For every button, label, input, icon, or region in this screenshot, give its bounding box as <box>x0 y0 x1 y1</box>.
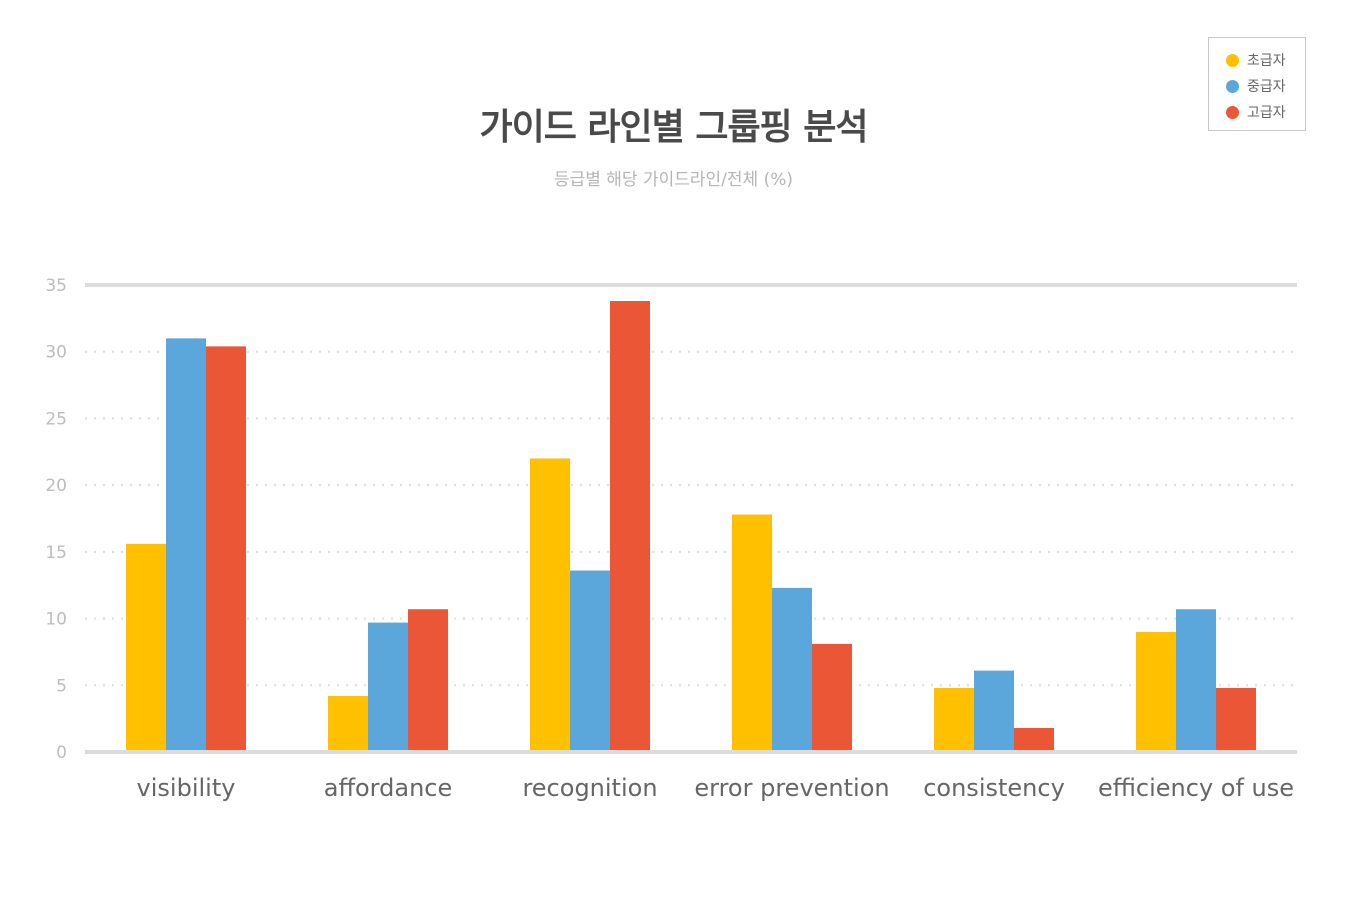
bar-advanced <box>408 609 448 750</box>
legend-item-beginner: 초급자 <box>1226 47 1305 73</box>
y-tick-label: 25 <box>45 409 67 429</box>
bar-advanced <box>812 643 852 750</box>
bar-intermediate <box>368 622 408 750</box>
bar-advanced <box>610 301 650 750</box>
x-tick-label: error prevention <box>694 774 889 802</box>
legend-label-intermediate: 중급자 <box>1247 79 1286 95</box>
x-tick-label: efficiency of use <box>1098 774 1294 802</box>
legend-item-intermediate: 중급자 <box>1226 73 1305 99</box>
chart-title: 가이드 라인별 그룹핑 분석 <box>479 107 869 148</box>
bar-advanced <box>1216 687 1256 750</box>
bar-intermediate <box>772 587 812 750</box>
y-tick-label: 35 <box>45 276 67 296</box>
y-tick-label: 5 <box>56 676 67 696</box>
x-tick-label: visibility <box>137 774 236 802</box>
y-tick-label: 10 <box>45 610 67 630</box>
bar-advanced <box>206 346 246 750</box>
bar-intermediate <box>570 570 610 750</box>
legend-label-beginner: 초급자 <box>1247 53 1286 69</box>
x-tick-label: consistency <box>923 774 1065 802</box>
legend-swatch-intermediate <box>1226 79 1239 93</box>
x-tick-label: recognition <box>522 774 657 802</box>
bar-beginner <box>328 695 368 750</box>
legend-swatch-beginner <box>1226 53 1239 67</box>
bar-intermediate <box>166 338 206 750</box>
x-tick-label: affordance <box>324 774 452 802</box>
bar-intermediate <box>974 670 1014 750</box>
y-tick-label: 0 <box>56 743 67 763</box>
legend-item-advanced: 고급자 <box>1226 99 1305 125</box>
bar-beginner <box>732 514 772 750</box>
legend-label-advanced: 고급자 <box>1247 105 1286 121</box>
y-tick-label: 30 <box>45 343 67 363</box>
y-tick-label: 15 <box>45 543 67 563</box>
bar-beginner <box>530 458 570 750</box>
legend: 초급자 중급자 고급자 <box>1208 37 1306 131</box>
y-tick-label: 20 <box>45 476 67 496</box>
chart-subtitle: 등급별 해당 가이드라인/전체 (%) <box>553 170 794 190</box>
bar-beginner <box>1136 631 1176 750</box>
bar-beginner <box>934 687 974 750</box>
legend-swatch-advanced <box>1226 105 1239 119</box>
bar-intermediate <box>1176 609 1216 750</box>
bar-advanced <box>1014 727 1054 750</box>
bar-beginner <box>126 543 166 750</box>
